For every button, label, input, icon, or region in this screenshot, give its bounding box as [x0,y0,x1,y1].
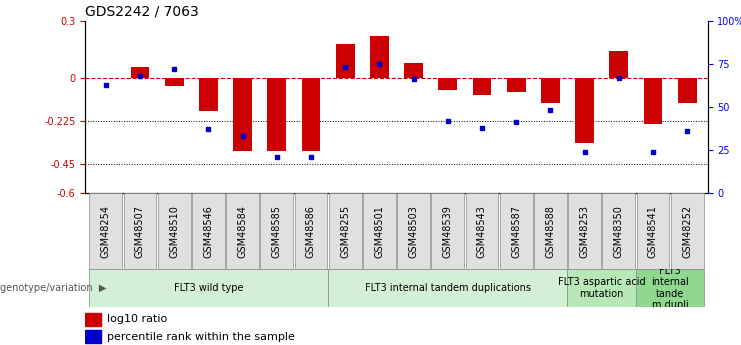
Text: GSM48541: GSM48541 [648,205,658,258]
FancyBboxPatch shape [363,193,396,269]
Bar [199,78,218,111]
Bar [130,67,150,78]
FancyBboxPatch shape [260,193,293,269]
FancyBboxPatch shape [534,193,567,269]
Text: GSM48255: GSM48255 [340,205,350,258]
Text: GSM48503: GSM48503 [408,205,419,258]
Bar [404,63,423,78]
FancyBboxPatch shape [329,193,362,269]
Text: GSM48507: GSM48507 [135,205,145,258]
FancyBboxPatch shape [294,193,328,269]
Text: log10 ratio: log10 ratio [107,315,167,324]
Bar [268,78,286,151]
Text: GSM48587: GSM48587 [511,205,521,258]
Text: FLT3 internal tandem duplications: FLT3 internal tandem duplications [365,283,531,293]
Text: FLT3 wild type: FLT3 wild type [173,283,243,293]
Text: GDS2242 / 7063: GDS2242 / 7063 [85,4,199,18]
Text: GSM48586: GSM48586 [306,205,316,258]
FancyBboxPatch shape [192,193,225,269]
Bar [370,36,389,78]
Text: FLT3
internal
tande
m dupli: FLT3 internal tande m dupli [651,266,689,311]
Text: percentile rank within the sample: percentile rank within the sample [107,332,295,342]
FancyBboxPatch shape [568,269,636,307]
Text: GSM48254: GSM48254 [101,205,110,258]
Bar [575,78,594,144]
FancyBboxPatch shape [89,269,328,307]
Text: GSM48501: GSM48501 [374,205,385,258]
Text: GSM48588: GSM48588 [545,205,555,258]
Text: FLT3 aspartic acid
mutation: FLT3 aspartic acid mutation [558,277,645,299]
FancyBboxPatch shape [637,193,669,269]
Text: GSM48510: GSM48510 [169,205,179,258]
Text: GSM48252: GSM48252 [682,205,692,258]
Bar [302,78,320,151]
FancyBboxPatch shape [328,269,568,307]
Text: GSM48350: GSM48350 [614,205,624,258]
FancyBboxPatch shape [602,193,635,269]
Text: GSM48546: GSM48546 [203,205,213,258]
FancyBboxPatch shape [499,193,533,269]
Bar [609,51,628,78]
Text: genotype/variation  ▶: genotype/variation ▶ [0,283,107,293]
Bar [85,313,101,326]
FancyBboxPatch shape [226,193,259,269]
Text: GSM48253: GSM48253 [579,205,590,258]
FancyBboxPatch shape [568,193,601,269]
FancyBboxPatch shape [671,193,703,269]
Bar [678,78,697,103]
Text: GSM48543: GSM48543 [477,205,487,258]
FancyBboxPatch shape [124,193,156,269]
Text: GSM48585: GSM48585 [272,205,282,258]
Bar [165,78,184,86]
Bar [473,78,491,96]
FancyBboxPatch shape [431,193,464,269]
FancyBboxPatch shape [397,193,430,269]
Bar [336,44,354,78]
FancyBboxPatch shape [158,193,190,269]
FancyBboxPatch shape [90,193,122,269]
FancyBboxPatch shape [465,193,499,269]
Bar [85,330,101,343]
Bar [643,78,662,124]
Bar [233,78,252,151]
Text: GSM48539: GSM48539 [442,205,453,258]
Bar [507,78,525,92]
Bar [541,78,559,103]
FancyBboxPatch shape [636,269,704,307]
Bar [439,78,457,90]
Text: GSM48584: GSM48584 [238,205,247,258]
